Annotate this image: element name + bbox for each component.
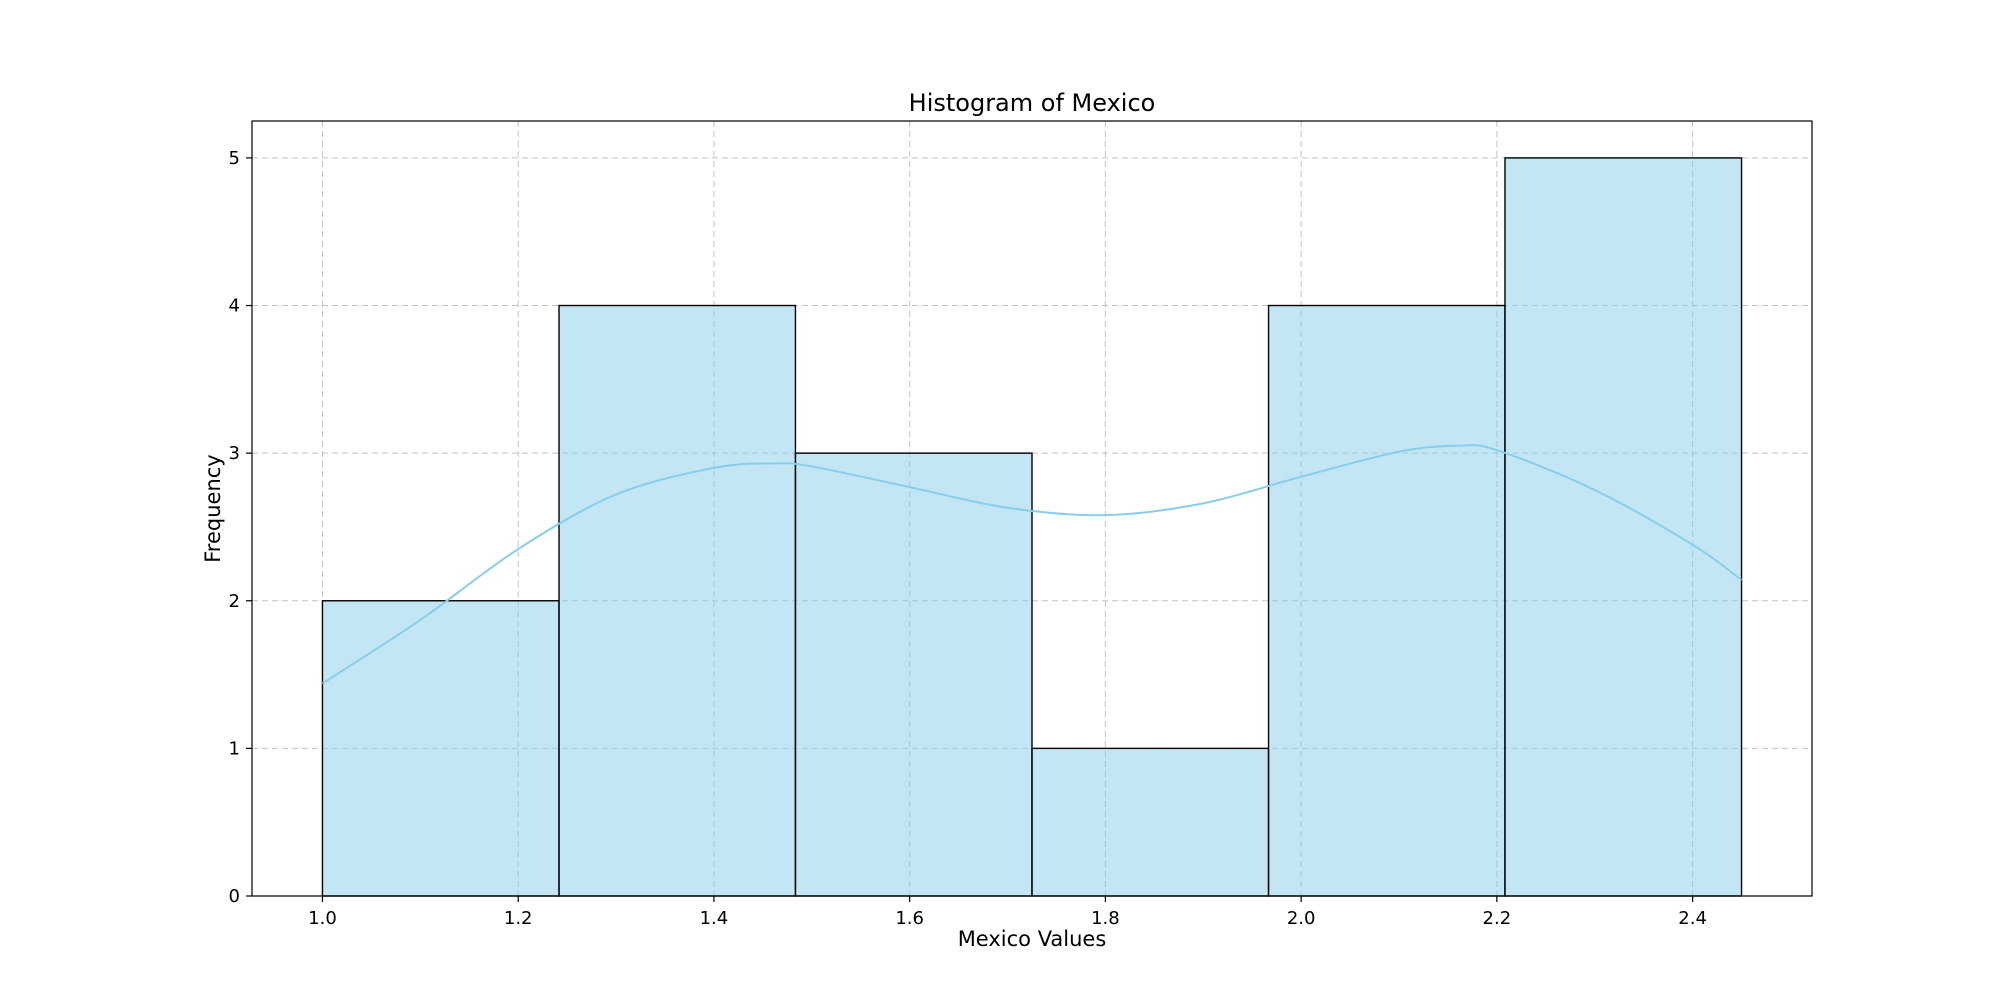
- histogram-bar-0: [321, 600, 560, 897]
- histogram-bar-1: [558, 304, 797, 897]
- plot-frame: [251, 120, 1813, 897]
- x-tick-label-7: 2.4: [1678, 908, 1707, 929]
- y-axis-label: Frequency: [201, 454, 225, 563]
- x-axis-ticks: 1.0 1.2 1.4 1.6 1.8 2.0 2.2 2.4: [308, 896, 1707, 929]
- bars-layer: [321, 157, 1743, 897]
- y-tick-label-2: 2: [229, 591, 240, 612]
- x-tick-label-2: 1.4: [700, 908, 729, 929]
- y-axis-ticks: 0 1 2 3 4 5: [229, 148, 252, 907]
- kde-curve: [321, 444, 1743, 685]
- chart-title: Histogram of Mexico: [909, 89, 1156, 117]
- histogram-bar-4: [1267, 304, 1506, 897]
- x-tick-label-1: 1.2: [504, 908, 533, 929]
- x-tick-label-5: 2.0: [1287, 908, 1316, 929]
- x-axis-label: Mexico Values: [958, 927, 1107, 951]
- x-tick-label-3: 1.6: [895, 908, 924, 929]
- y-tick-label-4: 4: [229, 296, 240, 317]
- x-tick-label-4: 1.8: [1091, 908, 1120, 929]
- histogram-bar-2: [794, 452, 1033, 897]
- x-tick-label-6: 2.2: [1483, 908, 1512, 929]
- y-tick-label-1: 1: [229, 738, 240, 759]
- histogram-bar-3: [1031, 747, 1270, 897]
- y-tick-label-0: 0: [229, 886, 240, 907]
- y-tick-label-3: 3: [229, 443, 240, 464]
- y-tick-label-5: 5: [229, 148, 240, 169]
- histogram-bar-5: [1504, 157, 1743, 897]
- x-tick-label-0: 1.0: [308, 908, 337, 929]
